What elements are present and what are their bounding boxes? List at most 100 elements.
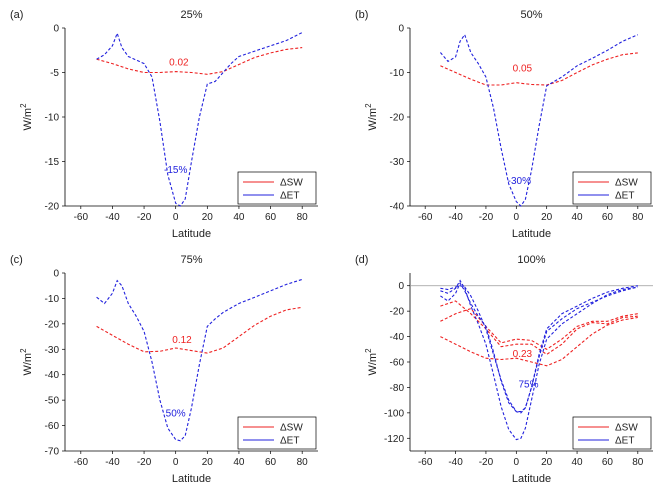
y-tick-label: -20 — [45, 319, 60, 330]
x-tick-label: 60 — [602, 212, 614, 223]
panel-title: 75% — [180, 254, 202, 266]
annotation-et: 50% — [166, 409, 186, 420]
y-tick-label: -20 — [45, 202, 60, 213]
x-tick-label: -20 — [137, 212, 152, 223]
legend-label-et: ΔET — [615, 436, 634, 447]
legend-label-et: ΔET — [280, 191, 299, 202]
series-line-et — [96, 31, 303, 207]
y-tick-label: 0 — [53, 269, 59, 280]
x-tick-label: 80 — [297, 212, 309, 223]
y-axis-label-superscript: 2 — [19, 348, 28, 353]
panel-title: 100% — [517, 254, 545, 266]
y-axis-label: W/m2 — [364, 103, 379, 131]
y-tick-label: -30 — [45, 345, 60, 356]
x-tick-label: 80 — [632, 212, 644, 223]
series-line-et — [440, 285, 638, 414]
y-tick-label: -15 — [45, 157, 60, 168]
legend-box — [572, 171, 652, 205]
panel-label: (c) — [10, 254, 23, 266]
y-tick-label: -80 — [390, 383, 405, 394]
panel-label: (a) — [10, 9, 23, 21]
x-tick-label: 60 — [602, 457, 614, 468]
y-tick-label: -5 — [50, 68, 59, 79]
panel-2: -60 -40 -20 0 20 40 60 80-70-60-50-40-30-20-100… — [10, 254, 318, 485]
x-tick-label: 80 — [632, 457, 644, 468]
legend-box — [572, 416, 652, 450]
x-tick-label: 60 — [265, 457, 277, 468]
panel-label: (b) — [355, 9, 368, 21]
x-tick-label: 40 — [233, 457, 245, 468]
y-axis-label-superscript: 2 — [364, 103, 373, 108]
legend-box — [237, 416, 317, 450]
x-tick-label: -40 — [448, 457, 463, 468]
legend-label-et: ΔET — [280, 436, 299, 447]
legend-label-sw: ΔSW — [615, 178, 638, 189]
y-tick-label: -10 — [390, 68, 405, 79]
y-tick-label: -20 — [390, 113, 405, 124]
annotation-et: 75% — [518, 379, 538, 390]
x-tick-label: 0 — [173, 212, 179, 223]
x-tick-label: -40 — [448, 212, 463, 223]
y-axis-label: W/m2 — [364, 348, 379, 376]
x-tick-label: -60 — [418, 212, 433, 223]
x-axis-label: Latitude — [172, 473, 211, 485]
legend-label-sw: ΔSW — [280, 423, 303, 434]
y-axis-label: W/m2 — [19, 103, 34, 131]
x-tick-label: -60 — [74, 457, 89, 468]
y-axis-label-superscript: 2 — [19, 103, 28, 108]
y-tick-label: -60 — [390, 358, 405, 369]
x-tick-label: 20 — [202, 457, 214, 468]
panel-label: (d) — [355, 254, 368, 266]
y-tick-label: -40 — [390, 202, 405, 213]
y-tick-label: -30 — [390, 157, 405, 168]
panel-3: -60 -40 -20 0 20 40 60 80 -120 -100 -80 -60 -40 -20 0 1… — [355, 254, 653, 485]
y-tick-label: -40 — [390, 332, 405, 343]
x-tick-label: 20 — [202, 212, 214, 223]
panel-title: 25% — [180, 9, 202, 21]
y-tick-label: -50 — [45, 396, 60, 407]
y-tick-label: -20 — [390, 307, 405, 318]
x-tick-label: -20 — [479, 457, 494, 468]
series-line-sw — [440, 316, 638, 367]
series-line-sw — [96, 306, 303, 354]
y-axis-label-superscript: 2 — [364, 348, 373, 353]
x-tick-label: -40 — [105, 457, 120, 468]
y-tick-label: -40 — [45, 370, 60, 381]
x-tick-label: 0 — [173, 457, 179, 468]
annotation-sw: 0.23 — [513, 349, 533, 360]
y-tick-label: -70 — [45, 447, 60, 458]
x-tick-label: 40 — [572, 212, 584, 223]
annotation-sw: 0.02 — [169, 57, 189, 68]
x-tick-label: 20 — [541, 457, 553, 468]
y-tick-label: -120 — [384, 434, 404, 445]
y-tick-label: 0 — [53, 24, 59, 35]
series-line-et — [96, 278, 303, 442]
series-line-et — [440, 279, 638, 441]
panel-1: -60 -40 -20 0 20 40 60 80 -40 -30 -20 -10 0 50% (b) Lat… — [355, 9, 653, 240]
x-tick-label: -20 — [137, 457, 152, 468]
legend-label-sw: ΔSW — [615, 423, 638, 434]
x-tick-label: 0 — [514, 457, 520, 468]
x-axis-label: Latitude — [512, 228, 551, 240]
annotation-et: -30% — [508, 176, 531, 187]
y-tick-label: -100 — [384, 408, 404, 419]
x-tick-label: 80 — [297, 457, 309, 468]
x-tick-label: -60 — [418, 457, 433, 468]
x-axis-label: Latitude — [172, 228, 211, 240]
legend-box — [237, 171, 317, 205]
x-tick-label: -40 — [105, 212, 120, 223]
y-tick-label: 0 — [398, 24, 404, 35]
annotation-et: -15% — [164, 165, 187, 176]
series-line-sw — [440, 52, 638, 86]
series-line-et — [439, 33, 639, 207]
series-line-et — [440, 282, 638, 413]
legend-label-sw: ΔSW — [280, 178, 303, 189]
x-axis-label: Latitude — [512, 473, 551, 485]
x-tick-label: -20 — [479, 212, 494, 223]
x-tick-label: 60 — [265, 212, 277, 223]
y-tick-label: -10 — [45, 113, 60, 124]
y-tick-label: -60 — [45, 421, 60, 432]
series-line-sw — [440, 300, 638, 356]
y-tick-label: 0 — [398, 281, 404, 292]
x-tick-label: 0 — [514, 212, 520, 223]
